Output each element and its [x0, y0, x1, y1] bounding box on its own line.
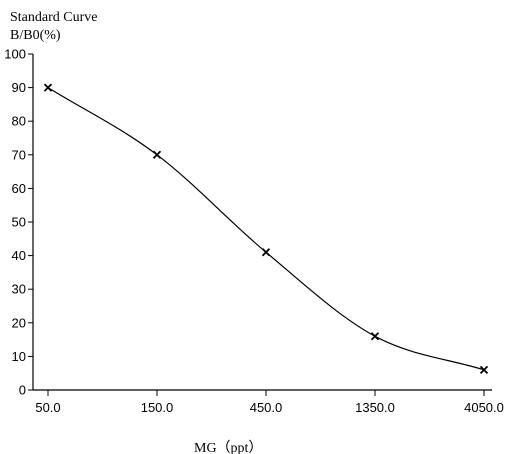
y-tick-label: 60 — [12, 181, 26, 196]
y-tick-label: 20 — [12, 315, 26, 330]
x-axis-label: MG（ppt） — [194, 440, 262, 454]
y-tick-label: 50 — [12, 215, 26, 230]
y-axis-label: B/B0(%) — [10, 28, 61, 43]
x-tick-label: 50.0 — [35, 400, 60, 415]
x-tick-label: 1350.0 — [355, 400, 395, 415]
y-tick-label: 80 — [12, 114, 26, 129]
axes — [32, 54, 492, 391]
x-tick-label: 4050.0 — [464, 400, 504, 415]
y-tick-label: 40 — [12, 248, 26, 263]
y-tick-label: 100 — [4, 47, 26, 62]
data-point-marker — [152, 150, 162, 159]
y-tick-label: 0 — [19, 383, 26, 398]
x-tick-label: 150.0 — [141, 400, 174, 415]
data-point-marker — [479, 365, 489, 374]
data-point-marker — [43, 83, 53, 92]
y-tick-label: 10 — [12, 349, 26, 364]
y-tick-label: 70 — [12, 147, 26, 162]
data-markers — [43, 83, 489, 374]
y-ticks: 0 10 20 30 40 50 60 70 80 90 100 — [4, 47, 33, 398]
series-curve — [47, 87, 485, 371]
x-ticks: 50.0 150.0 450.0 1350.0 4050.0 — [35, 390, 504, 415]
chart-title: Standard Curve — [10, 10, 97, 25]
y-tick-label: 90 — [12, 80, 26, 95]
data-point-marker — [370, 332, 380, 341]
y-tick-label: 30 — [12, 282, 26, 297]
x-tick-label: 450.0 — [250, 400, 283, 415]
data-point-marker — [261, 248, 271, 257]
